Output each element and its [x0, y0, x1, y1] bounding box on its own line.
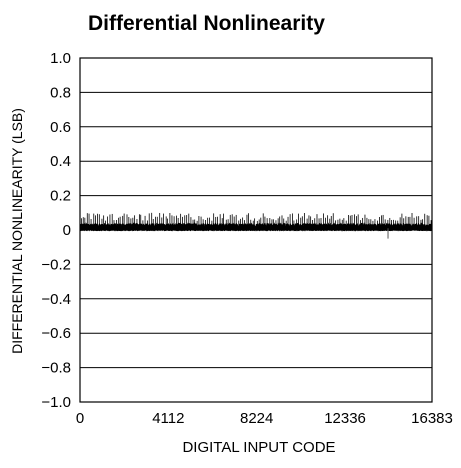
y-tick-label-1: 0.8: [50, 84, 71, 101]
x-tick-labels: 0 4112 8224 12336 16383: [76, 410, 453, 427]
y-axis-label: DIFFERENTIAL NONLINEARITY (LSB): [9, 108, 25, 354]
y-tick-label-8: −0.6: [41, 325, 71, 342]
dnl-trace-line: [79, 222, 433, 232]
x-axis-label: DIGITAL INPUT CODE: [182, 439, 335, 456]
y-tick-labels: 1.0 0.8 0.6 0.4 0.2 0 −0.2 −0.4 −0.6 −0.8 −1.0: [41, 50, 71, 411]
plot-frame: [79, 57, 433, 403]
y-tick-label-2: 0.6: [50, 119, 71, 136]
y-tick-label-4: 0.2: [50, 188, 71, 205]
y-tick-label-5: 0: [63, 222, 71, 239]
y-tick-label-10: −1.0: [41, 394, 71, 411]
y-tick-label-6: −0.2: [41, 256, 71, 273]
y-tick-label-0: 1.0: [50, 50, 71, 67]
x-tick-label-3: 12336: [324, 410, 366, 427]
chart-title: Differential Nonlinearity: [88, 12, 325, 35]
dnl-data-trace: [79, 212, 433, 239]
x-tick-label-4: 16383: [411, 410, 453, 427]
x-tick-label-0: 0: [76, 410, 84, 427]
y-tick-label-9: −0.8: [41, 360, 71, 377]
y-tick-label-3: 0.4: [50, 153, 71, 170]
x-tick-label-1: 4112: [152, 410, 184, 427]
y-tick-label-7: −0.4: [41, 291, 71, 308]
x-tick-label-2: 8224: [240, 410, 273, 427]
